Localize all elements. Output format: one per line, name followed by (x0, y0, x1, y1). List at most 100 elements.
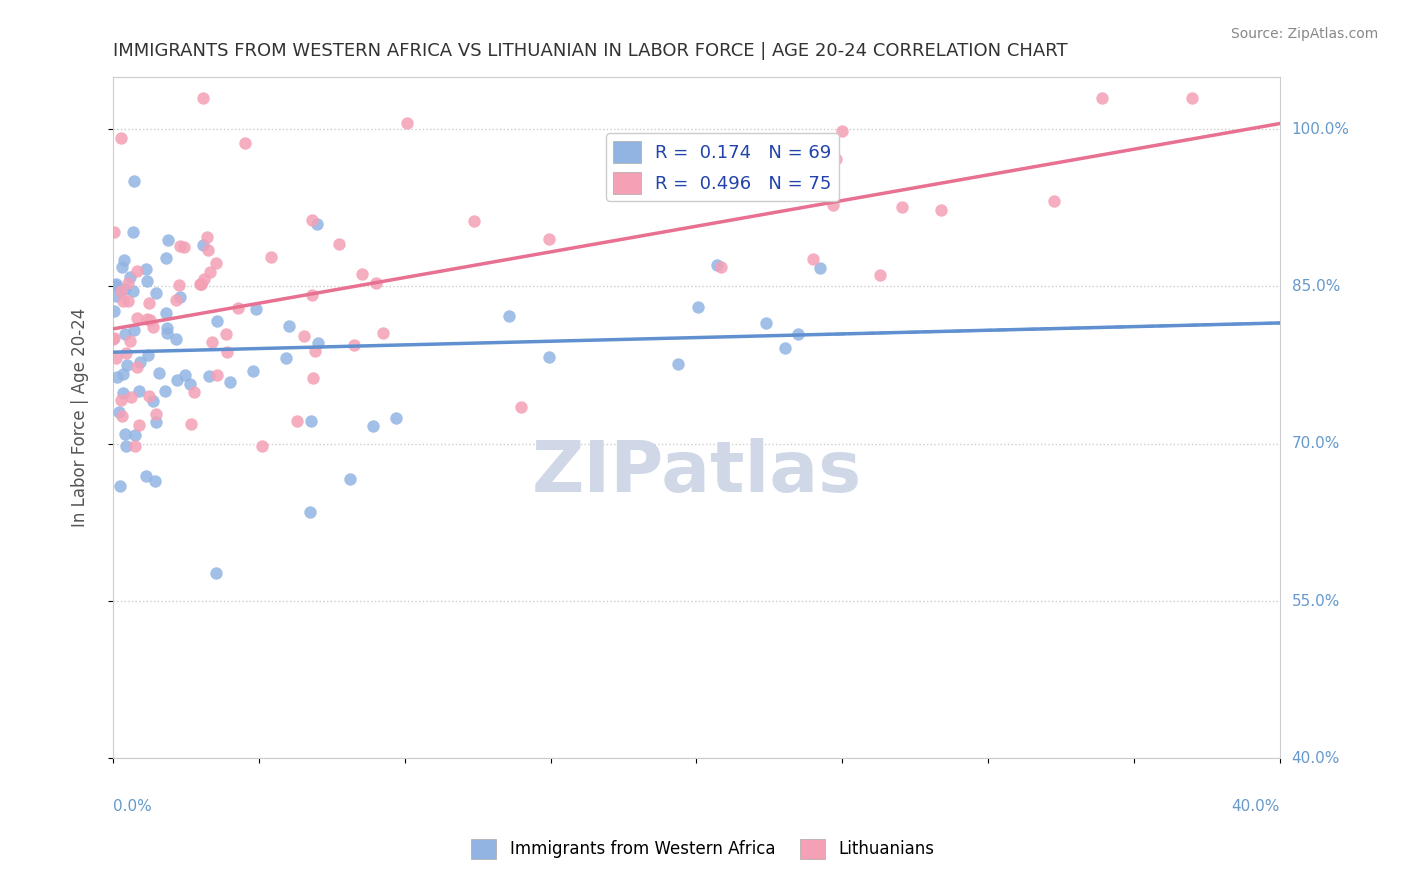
Point (775, 341, 797, 355)
Point (138, 296, 160, 310)
Point (260, 250, 283, 264)
Point (103, 303, 125, 318)
Point (191, 237, 214, 252)
Point (105, 351, 128, 365)
Point (307, 217, 329, 231)
Point (228, 301, 250, 315)
Point (122, 174, 145, 188)
Point (135, 262, 157, 277)
Point (204, 566, 226, 581)
Point (112, 294, 135, 309)
Text: 40.0%: 40.0% (1232, 799, 1279, 814)
Point (361, 419, 384, 434)
Text: 0.0%: 0.0% (112, 799, 152, 814)
Point (120, 391, 142, 405)
Point (299, 414, 322, 428)
Point (373, 326, 395, 341)
Point (110, 284, 132, 298)
Point (339, 472, 361, 486)
Point (108, 404, 131, 418)
Point (114, 326, 136, 341)
Point (155, 306, 177, 320)
Point (155, 251, 177, 265)
Point (195, 229, 218, 244)
Point (193, 272, 215, 286)
Point (180, 417, 202, 432)
Point (124, 439, 146, 453)
Text: ZIPatlas: ZIPatlas (531, 437, 862, 507)
Point (891, 200, 914, 214)
Point (710, 260, 733, 274)
Point (145, 286, 167, 301)
Text: Source: ZipAtlas.com: Source: ZipAtlas.com (1230, 27, 1378, 41)
Point (205, 368, 228, 382)
Point (155, 384, 177, 398)
Point (929, 202, 952, 217)
Point (127, 264, 149, 278)
Point (328, 237, 350, 252)
Point (115, 439, 138, 453)
Point (190, 277, 212, 291)
Point (104, 278, 127, 293)
Point (115, 358, 138, 372)
Point (666, 357, 689, 371)
Point (242, 364, 264, 378)
Text: 100.0%: 100.0% (1292, 121, 1350, 136)
Point (233, 136, 256, 150)
Point (204, 256, 226, 270)
Point (142, 394, 165, 409)
Point (190, 277, 212, 291)
Point (114, 282, 136, 296)
Point (509, 400, 531, 414)
Point (190, 277, 212, 291)
Point (183, 384, 205, 399)
Point (292, 328, 315, 343)
Point (385, 410, 408, 425)
Text: IMMIGRANTS FROM WESTERN AFRICA VS LITHUANIAN IN LABOR FORCE | AGE 20-24 CORRELAT: IMMIGRANTS FROM WESTERN AFRICA VS LITHUA… (112, 42, 1067, 60)
Point (537, 350, 560, 364)
Point (138, 348, 160, 362)
Point (824, 152, 846, 166)
Point (277, 318, 299, 333)
Point (145, 415, 167, 429)
Point (395, 116, 418, 130)
Text: 85.0%: 85.0% (1292, 279, 1340, 293)
Point (157, 233, 180, 247)
Point (103, 332, 125, 346)
Point (128, 418, 150, 433)
Point (173, 368, 195, 382)
Text: 55.0%: 55.0% (1292, 593, 1340, 608)
Point (111, 409, 134, 423)
Point (215, 326, 238, 341)
Point (145, 407, 167, 421)
Point (200, 265, 222, 279)
Point (706, 259, 728, 273)
Point (104, 277, 127, 292)
Point (215, 345, 238, 359)
Point (250, 440, 273, 454)
Point (169, 239, 191, 253)
Point (128, 384, 150, 398)
Point (111, 367, 134, 381)
Text: 70.0%: 70.0% (1292, 436, 1340, 451)
Point (219, 376, 242, 390)
Point (110, 260, 132, 274)
Point (105, 369, 128, 384)
Point (307, 335, 329, 350)
Point (245, 301, 267, 316)
Point (165, 293, 187, 307)
Point (142, 319, 165, 334)
Point (125, 359, 148, 374)
Point (169, 290, 191, 304)
Point (122, 226, 145, 240)
Point (343, 337, 366, 351)
Point (1091, 90, 1114, 104)
Point (167, 277, 190, 292)
Point (122, 284, 145, 298)
Point (124, 428, 146, 442)
Point (301, 287, 323, 301)
Point (302, 371, 325, 385)
Point (301, 212, 323, 227)
Text: 40.0%: 40.0% (1292, 751, 1340, 766)
Point (110, 478, 132, 492)
